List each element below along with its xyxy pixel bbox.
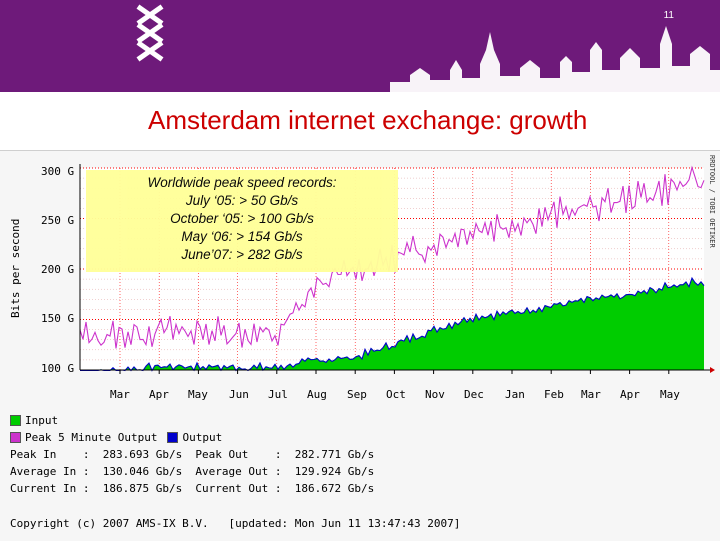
stats-peak: Peak In : 283.693 Gb/s Peak Out : 282.77…: [10, 448, 375, 461]
record-line: May ‘06: > 154 Gb/s: [181, 229, 303, 244]
y-tick-200: 200 G: [41, 263, 75, 276]
input-swatch-icon: [10, 414, 21, 426]
x-tick-nov: Nov: [425, 388, 445, 401]
legend-peak-label: Peak 5 Minute Output: [25, 430, 158, 444]
legend-peak-output: Peak 5 Minute Output Output: [10, 430, 222, 444]
x-tick-may-2: May: [660, 388, 680, 401]
x-tick-jul: Jul: [268, 388, 288, 401]
y-tick-150: 150 G: [41, 312, 75, 325]
x-tick-dec: Dec: [464, 388, 484, 401]
y-tick-300: 300 G: [41, 165, 75, 178]
copyright-footer: Copyright (c) 2007 AMS-IX B.V. [updated:…: [10, 517, 461, 530]
records-heading: Worldwide peak speed records:: [147, 175, 337, 190]
record-line: July ‘05: > 50 Gb/s: [185, 193, 299, 208]
slide-number: 11: [663, 10, 674, 21]
x-tick-feb: Feb: [544, 388, 564, 401]
triple-x-logo-icon: [136, 4, 164, 62]
x-tick-sep: Sep: [347, 388, 367, 401]
y-axis-label: Bits per second: [9, 218, 22, 318]
x-tick-jun: Jun: [229, 388, 249, 401]
stats-average: Average In : 130.046 Gb/s Average Out : …: [10, 465, 375, 478]
x-tick-aug: Aug: [307, 388, 327, 401]
slide-title: Amsterdam internet exchange: growth: [148, 105, 588, 135]
x-tick-mar-2: Mar: [581, 388, 601, 401]
legend-input-label: Input: [25, 413, 59, 427]
legend-output-label: Output: [182, 430, 223, 444]
records-callout: Worldwide peak speed records: July ‘05: …: [86, 170, 398, 272]
y-tick-250: 250 G: [41, 214, 75, 227]
legend-input: Input: [10, 413, 58, 427]
amsterdam-skyline-icon: [390, 26, 720, 92]
rrdtool-credit: RRDTOOL / TOBI OETIKER: [708, 155, 716, 248]
x-tick-apr: Apr: [149, 388, 169, 401]
output-swatch-icon: [167, 431, 179, 443]
x-axis-arrow-icon: [710, 367, 715, 373]
stats-current: Current In : 186.875 Gb/s Current Out : …: [10, 482, 375, 495]
x-tick-jan: Jan: [505, 388, 525, 401]
record-line: October ‘05: > 100 Gb/s: [170, 211, 314, 226]
series-output-line: [80, 276, 705, 372]
y-tick-100: 100 G: [41, 362, 75, 375]
x-tick-apr-2: Apr: [620, 388, 640, 401]
x-tick-may: May: [188, 388, 208, 401]
record-line: June’07: > 282 Gb/s: [181, 247, 303, 262]
header-banner: 11: [0, 0, 720, 92]
x-tick-oct: Oct: [386, 388, 406, 401]
x-tick-mar: Mar: [110, 388, 130, 401]
peak-swatch-icon: [10, 431, 21, 443]
series-input-area: [80, 277, 704, 370]
